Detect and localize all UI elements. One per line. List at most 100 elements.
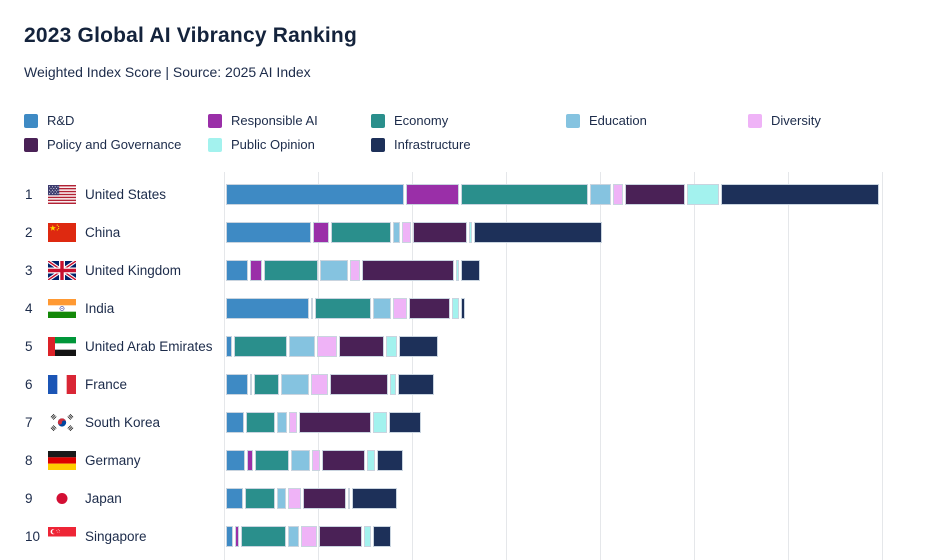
legend-item-public-opinion: Public Opinion (208, 137, 371, 152)
bar-segment-education (372, 298, 391, 319)
bar-segment-infrastructure (377, 450, 404, 471)
country-label: France (85, 377, 128, 392)
bar-segment-policy-and-governance (413, 222, 468, 243)
bar-segment-policy-and-governance (362, 260, 455, 281)
bar-segment-public-opinion (385, 336, 397, 357)
bar-segment-rd (226, 526, 234, 547)
bar-segment-diversity (301, 526, 318, 547)
stacked-bar (226, 336, 439, 357)
bar-segment-diversity (310, 374, 328, 395)
legend-label: Responsible AI (231, 113, 318, 128)
chart-area: 1 United States 2 China 3 United Kingdom 4 Indi… (0, 172, 948, 560)
country-label: China (85, 225, 121, 240)
country-label: United Kingdom (85, 263, 182, 278)
legend-swatch-icon (371, 137, 385, 152)
country-label: South Korea (85, 415, 161, 430)
bar-segment-infrastructure (721, 184, 880, 205)
bar-segment-economy (460, 184, 588, 205)
gridline (882, 172, 883, 560)
rank-label: 3 (25, 263, 33, 278)
stacked-bar (226, 412, 422, 433)
legend-swatch-icon (24, 113, 38, 128)
legend-swatch-icon (566, 113, 580, 128)
bar-segment-economy (331, 222, 392, 243)
rank-label: 5 (25, 339, 33, 354)
bar-segment-economy (245, 412, 275, 433)
bar-segment-education (288, 526, 300, 547)
gridline (318, 172, 319, 560)
bar-segment-public-opinion (372, 412, 387, 433)
country-label: United States (85, 187, 167, 202)
bar-segment-education (276, 488, 287, 509)
stacked-bar (226, 526, 392, 547)
gridline (412, 172, 413, 560)
legend-item-rd: R&D (24, 113, 208, 128)
stacked-bar (226, 298, 465, 319)
france-flag-icon (48, 375, 76, 394)
bar-segment-rd (226, 260, 249, 281)
bar-segment-policy-and-governance (624, 184, 685, 205)
bar-segment-infrastructure (388, 412, 422, 433)
bar-segment-responsible-ai (250, 260, 262, 281)
legend-item-education: Education (566, 113, 748, 128)
bar-segment-responsible-ai (405, 184, 459, 205)
stacked-bar (226, 184, 880, 205)
chart-row: 10 Singapore (0, 518, 948, 556)
legend-label: Economy (394, 113, 449, 128)
bar-segment-economy (244, 488, 275, 509)
chart-row: 5 United Arab Emirates (0, 328, 948, 366)
bar-segment-education (280, 374, 309, 395)
rank-label: 2 (25, 225, 33, 240)
bar-segment-infrastructure (474, 222, 602, 243)
legend-label: Infrastructure (394, 137, 471, 152)
bar-segment-responsible-ai (310, 298, 313, 319)
rank-label: 10 (25, 529, 41, 544)
rank-label: 6 (25, 377, 33, 392)
bar-segment-policy-and-governance (329, 374, 388, 395)
bar-segment-rd (226, 336, 232, 357)
bar-segment-infrastructure (398, 374, 434, 395)
bar-segment-policy-and-governance (338, 336, 384, 357)
bar-segment-infrastructure (398, 336, 439, 357)
bar-segment-public-opinion (686, 184, 720, 205)
bar-segment-diversity (401, 222, 412, 243)
bar-segment-economy (233, 336, 287, 357)
chart-row: 9 Japan (0, 480, 948, 518)
stacked-bar (226, 488, 398, 509)
bar-segment-policy-and-governance (319, 526, 363, 547)
rank-label: 1 (25, 187, 33, 202)
stacked-bar (226, 450, 404, 471)
bar-segment-economy (263, 260, 318, 281)
legend-swatch-icon (208, 113, 222, 128)
country-label: United Arab Emirates (85, 339, 213, 354)
bar-segment-rd (226, 374, 248, 395)
chart-row: 3 United Kingdom (0, 252, 948, 290)
bar-segment-economy (253, 374, 279, 395)
bar-segment-policy-and-governance (321, 450, 365, 471)
uk-flag-icon (48, 261, 76, 280)
bar-segment-responsible-ai (249, 374, 252, 395)
stacked-bar (226, 374, 434, 395)
bar-segment-economy (241, 526, 287, 547)
country-label: India (85, 301, 115, 316)
bar-segment-education (276, 412, 287, 433)
legend-label: R&D (47, 113, 75, 128)
rank-label: 7 (25, 415, 33, 430)
bar-segment-rd (226, 184, 404, 205)
bar-segment-rd (226, 222, 312, 243)
legend-swatch-icon (371, 113, 385, 128)
rank-label: 4 (25, 301, 33, 316)
chart-subtitle: Weighted Index Score | Source: 2025 AI I… (24, 64, 311, 80)
bar-segment-public-opinion (364, 526, 371, 547)
bar-segment-policy-and-governance (408, 298, 450, 319)
bar-segment-rd (226, 412, 244, 433)
bar-segment-policy-and-governance (303, 488, 347, 509)
bar-segment-education (288, 336, 316, 357)
legend-item-diversity: Diversity (748, 113, 938, 128)
south-korea-flag-icon (48, 413, 76, 432)
legend-label: Diversity (771, 113, 821, 128)
bar-segment-infrastructure (352, 488, 398, 509)
us-flag-icon (48, 185, 76, 204)
chart-row: 2 China (0, 214, 948, 252)
bar-segment-responsible-ai (246, 450, 254, 471)
